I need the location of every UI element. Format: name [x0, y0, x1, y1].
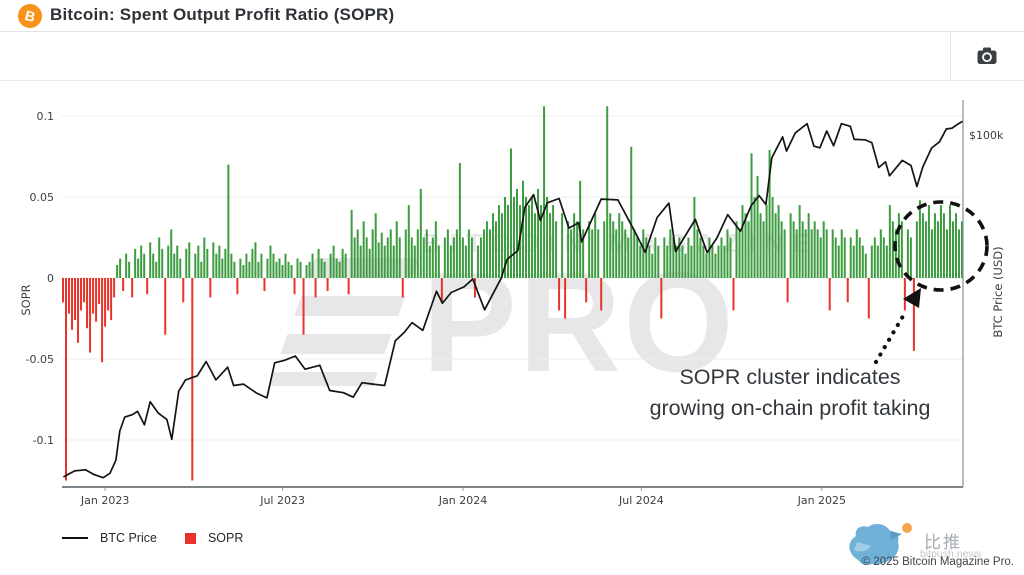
annotation-circle: [893, 200, 989, 292]
bitpush-logo: 比推 bitpush.news: [844, 520, 1014, 572]
left-axis-tick: -0.05: [26, 353, 54, 366]
right-axis-title: BTC Price (USD): [991, 246, 1005, 338]
x-axis-tick: Jan 2023: [80, 494, 129, 507]
left-axis-title: SOPR: [19, 284, 33, 316]
legend-item-sopr[interactable]: SOPR: [207, 531, 244, 545]
bitpush-name: 比推: [924, 533, 962, 552]
header-bar: B Bitcoin: Spent Output Profit Ratio (SO…: [0, 0, 1024, 32]
legend-item-btc-price[interactable]: BTC Price: [100, 531, 157, 545]
x-axis-tick: Jan 2025: [797, 494, 846, 507]
page-title: Bitcoin: Spent Output Profit Ratio (SOPR…: [50, 5, 395, 24]
annotation-arrow: [873, 308, 909, 365]
left-axis-tick: 0.05: [30, 191, 55, 204]
annotation-arrowhead: [903, 288, 921, 308]
toolbar-divider: [950, 32, 951, 80]
chart-legend: BTC Price SOPR: [62, 531, 243, 545]
toolbar: [0, 32, 1024, 81]
x-axis-tick: Jul 2024: [618, 494, 664, 507]
annotation-line-2: growing on-chain profit taking: [649, 396, 931, 420]
camera-icon: [976, 46, 998, 69]
annotation-text: SOPR cluster indicates growing on-chain …: [610, 362, 970, 424]
left-axis-tick: -0.1: [33, 434, 54, 447]
left-axis-tick: 0.1: [37, 110, 55, 123]
bitcoin-icon: B: [18, 4, 42, 28]
legend-square-swatch: [184, 532, 196, 544]
camera-button[interactable]: [971, 43, 1003, 71]
bird-icon: [849, 523, 912, 565]
x-axis-tick: Jan 2024: [438, 494, 487, 507]
annotation-line-1: SOPR cluster indicates: [679, 365, 901, 389]
copyright: © 2025 Bitcoin Magazine Pro.: [861, 556, 1014, 568]
gridlines: 0.1 0.05 0 -0.05 -0.1: [26, 110, 963, 447]
x-axis-tick: Jul 2023: [259, 494, 305, 507]
price-tick-100k: $100k: [969, 129, 1004, 142]
sopr-bars: [62, 106, 963, 481]
legend-line-swatch: [62, 537, 88, 539]
bitpush-domain: bitpush.news: [920, 548, 982, 560]
x-axis-ticks: Jan 2023 Jul 2023 Jan 2024 Jul 2024 Jan 2025: [80, 487, 846, 507]
btc-price-line: [63, 120, 963, 479]
left-axis-tick: 0: [47, 272, 54, 285]
